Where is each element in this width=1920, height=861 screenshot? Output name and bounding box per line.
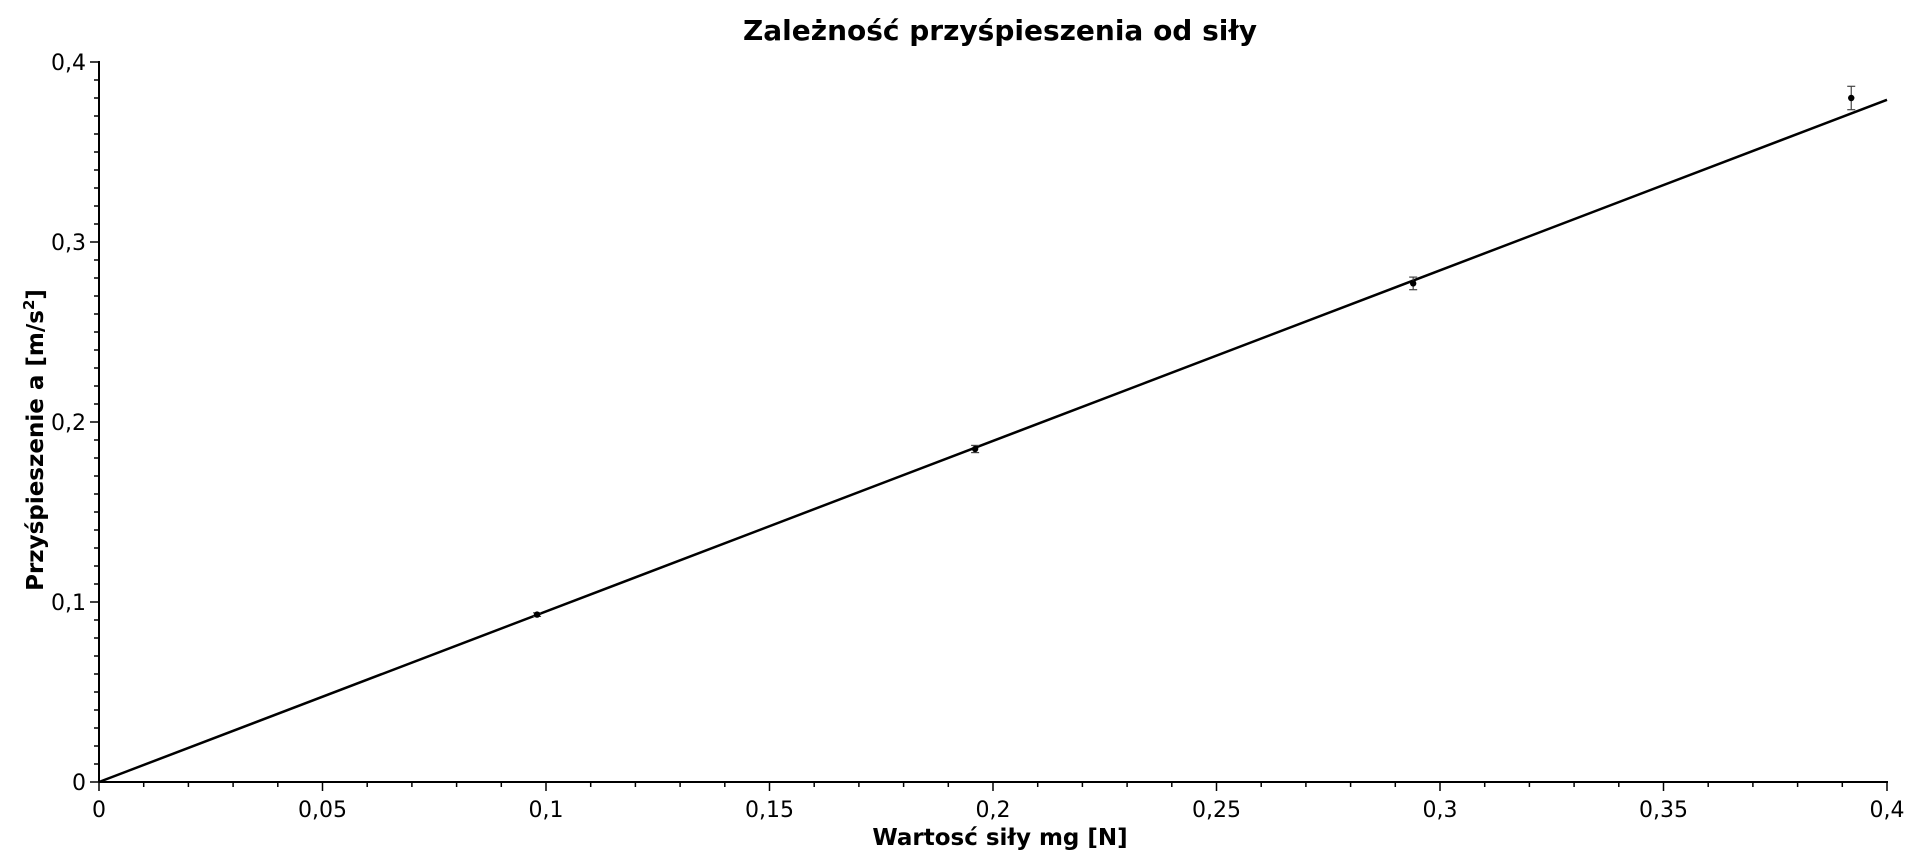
y-tick-label: 0,2 [51, 411, 86, 436]
x-tick-label: 0,3 [1423, 798, 1458, 823]
x-tick-label: 0,25 [1192, 798, 1241, 823]
data-point [1409, 280, 1417, 287]
y-tick-label: 0,1 [51, 591, 86, 616]
data-point [1848, 94, 1855, 102]
axes: 0 0,05 0,1 0,15 0,2 0,25 0,3 0,35 0,4 0 0,1 0,2 0,3 0… [51, 51, 1905, 823]
y-tick-label: 0,3 [51, 231, 86, 256]
data-point [533, 611, 541, 618]
x-tick-label: 0,4 [1870, 798, 1905, 823]
x-tick-label: 0,15 [745, 798, 794, 823]
x-tick-label: 0,35 [1639, 798, 1688, 823]
chart-title: Zależność przyśpieszenia od siły [743, 14, 1257, 47]
y-axis-title-main: Przyśpieszenie a [m/s [23, 310, 49, 591]
y-axis-title-sup: 2 [20, 300, 38, 310]
y-tick-label: 0,4 [51, 51, 86, 76]
x-tick-label: 0,05 [298, 798, 347, 823]
fit-line [98, 98, 1888, 784]
x-tick-label: 0,2 [976, 798, 1011, 823]
fit-line-layer [98, 98, 1888, 784]
x-tick-label: 0 [92, 798, 106, 823]
x-tick-label: 0,1 [529, 798, 564, 823]
x-axis-title: Wartosć siły mg [N] [872, 825, 1127, 851]
data-point [971, 445, 979, 453]
y-tick-label: 0 [72, 771, 86, 796]
y-axis-title-close: ] [23, 289, 49, 300]
y-axis-title: Przyśpieszenie a [m/s2] [20, 289, 49, 591]
data-points-layer [533, 85, 1856, 618]
